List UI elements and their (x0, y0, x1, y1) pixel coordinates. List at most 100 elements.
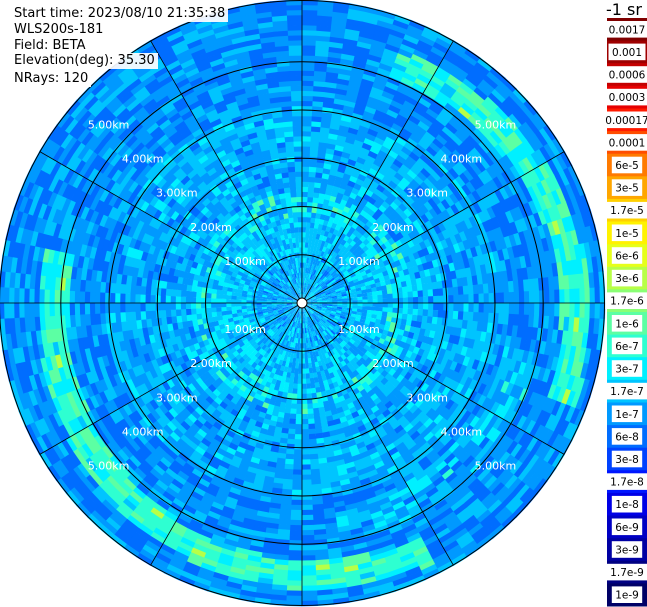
scan-cell (294, 439, 302, 445)
scan-cell (546, 158, 560, 176)
scan-cell (306, 304, 312, 308)
scan-cell (448, 244, 457, 255)
scan-cell (410, 178, 421, 189)
scan-cell (319, 312, 325, 316)
scan-cell (531, 265, 539, 280)
scan-cell (326, 306, 333, 310)
scan-cell (405, 401, 415, 411)
scan-cell (427, 289, 434, 297)
scan-cell (489, 461, 503, 476)
scan-cell (519, 487, 534, 504)
scan-cell (501, 270, 509, 283)
scan-cell (498, 237, 508, 250)
scan-cell (438, 62, 454, 75)
scan-cell (357, 173, 367, 182)
scan-cell (463, 206, 474, 219)
scan-cell (348, 321, 355, 326)
scan-cell (377, 303, 384, 308)
scan-cell (521, 434, 535, 450)
scan-cell (311, 298, 317, 301)
scan-cell (419, 392, 429, 402)
scan-cell (533, 315, 540, 329)
scan-cell (408, 58, 425, 70)
scan-cell (345, 264, 352, 271)
scan-cell (440, 272, 448, 282)
scan-cell (464, 218, 474, 230)
scan-cell (420, 276, 428, 285)
scan-cell (318, 218, 325, 225)
scan-cell (517, 401, 529, 416)
scan-cell (308, 423, 316, 430)
scan-cell (516, 244, 525, 258)
scan-cell (396, 334, 404, 342)
scan-cell (317, 197, 325, 205)
scan-cell (430, 323, 438, 332)
scan-cell (304, 288, 307, 294)
scan-cell (392, 95, 406, 106)
scan-cell (329, 323, 335, 329)
scan-cell (356, 311, 363, 316)
scan-cell (314, 65, 328, 72)
scan-cell (301, 524, 314, 531)
scan-cell (457, 106, 472, 120)
scan-cell (437, 163, 449, 175)
scan-cell (304, 277, 307, 284)
scan-cell (348, 80, 362, 89)
scan-cell (416, 171, 428, 182)
scan-cell (323, 314, 330, 319)
scan-cell (508, 359, 517, 373)
scan-cell (421, 283, 428, 291)
scan-cell (321, 111, 333, 119)
scan-cell (467, 311, 474, 322)
scan-cell (460, 102, 475, 116)
scan-cell (419, 153, 431, 165)
scan-cell (352, 60, 367, 69)
scan-cell (293, 449, 302, 455)
scan-cell (327, 254, 333, 261)
scan-cell (460, 268, 467, 278)
scan-cell (579, 362, 589, 380)
scan-cell (325, 320, 331, 326)
scan-cell (301, 363, 306, 369)
scan-cell (311, 299, 318, 301)
scan-cell (575, 228, 585, 245)
scan-cell (304, 293, 307, 299)
scan-cell (362, 73, 376, 83)
scan-cell (573, 346, 582, 363)
scan-cell (442, 287, 449, 296)
scan-cell (305, 272, 309, 279)
scan-cell (509, 371, 519, 385)
scan-cell (412, 290, 419, 298)
scan-cell (291, 499, 302, 506)
scan-cell (372, 306, 378, 312)
scan-cell (329, 313, 336, 318)
scan-cell (401, 38, 418, 50)
scan-cell (423, 268, 431, 277)
scan-cell (386, 284, 393, 290)
scan-cell (403, 173, 414, 184)
scan-cell (373, 29, 391, 39)
scan-cell (345, 95, 358, 104)
scan-cell (315, 249, 320, 255)
scan-cell (470, 430, 483, 444)
scan-cell (478, 293, 485, 304)
scan-cell (555, 187, 567, 204)
scan-cell (332, 272, 338, 278)
scan-cell (333, 326, 340, 332)
scan-cell (330, 31, 346, 39)
scan-cell (312, 303, 318, 305)
scan-cell (459, 374, 469, 386)
scan-cell (536, 238, 545, 254)
scan-cell (360, 197, 369, 206)
scan-cell (319, 126, 331, 134)
scan-cell (361, 164, 372, 173)
scan-cell (553, 418, 566, 435)
scan-cell (324, 313, 330, 317)
scan-cell (301, 469, 311, 476)
scan-cell (478, 156, 491, 170)
scan-cell (455, 269, 463, 279)
scan-cell (316, 20, 333, 27)
scan-cell (302, 236, 306, 243)
scan-cell (580, 378, 591, 396)
scan-cell (468, 226, 477, 239)
